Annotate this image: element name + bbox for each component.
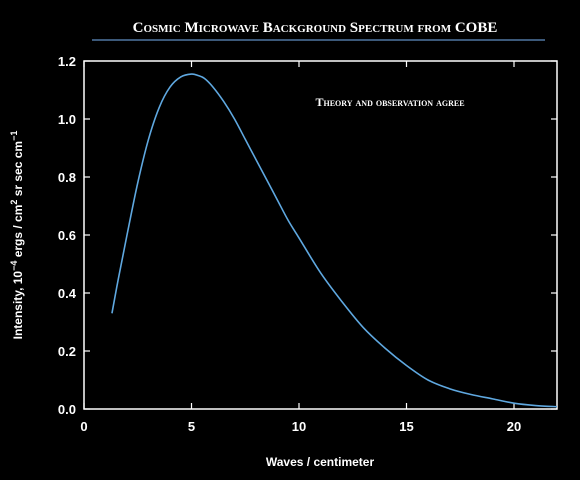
y-tick-label: 1.2 — [58, 54, 76, 69]
y-label-tail: sr sec cm — [11, 141, 25, 200]
y-tick-label: 0.0 — [58, 402, 76, 417]
x-tick-label: 20 — [507, 419, 521, 434]
x-axis-label: Waves / centimeter — [266, 455, 375, 469]
y-label-exp2: 2 — [9, 200, 19, 205]
y-label-exp3: −1 — [9, 131, 19, 141]
y-tick-label: 0.4 — [58, 286, 77, 301]
y-label-base: Intensity, 10 — [11, 271, 25, 340]
y-label-exp1: −4 — [9, 261, 19, 271]
x-axis-ticks: 0 5 10 15 20 — [80, 61, 521, 434]
y-tick-label: 0.2 — [58, 344, 76, 359]
y-tick-label: 0.8 — [58, 170, 76, 185]
x-tick-label: 15 — [399, 419, 413, 434]
y-axis-label: Intensity, 10−4 ergs / cm2 sr sec cm−1 — [9, 131, 25, 340]
annotation-text: Theory and observation agree — [315, 95, 464, 109]
x-tick-label: 10 — [292, 419, 306, 434]
y-tick-label: 0.6 — [58, 228, 76, 243]
y-axis-ticks: 0.0 0.2 0.4 0.6 0.8 1.0 1.2 — [58, 54, 557, 417]
x-tick-label: 0 — [80, 419, 87, 434]
y-tick-label: 1.0 — [58, 112, 76, 127]
plot-frame — [83, 60, 558, 410]
x-tick-label: 5 — [188, 419, 195, 434]
spectrum-curve — [111, 73, 558, 408]
y-label-mid: ergs / cm — [11, 205, 25, 261]
chart-title: Cosmic Microwave Background Spectrum fro… — [133, 20, 498, 36]
